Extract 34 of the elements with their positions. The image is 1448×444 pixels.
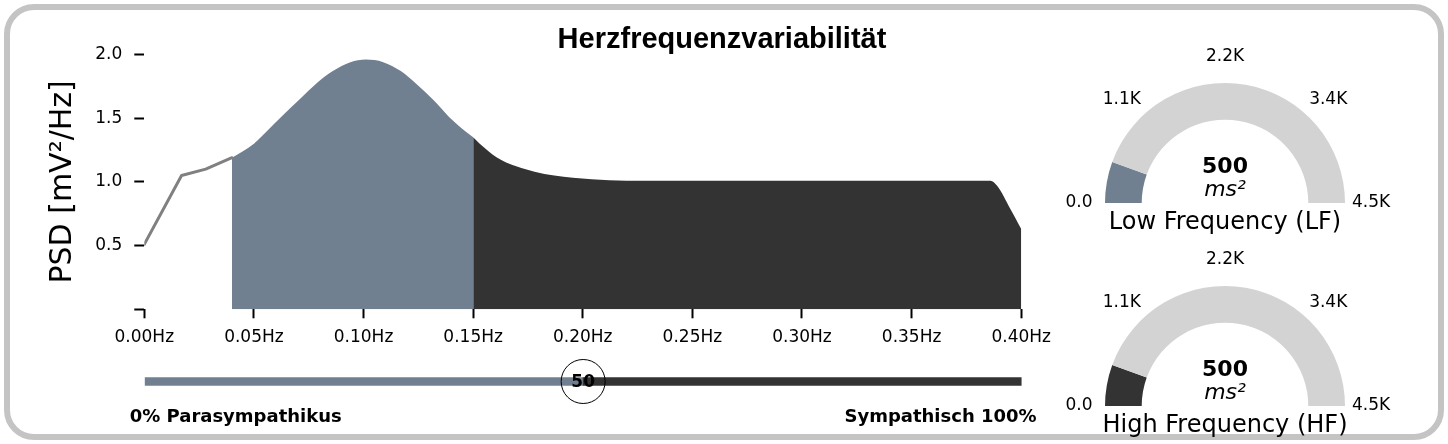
text: 500 xyxy=(1202,152,1248,178)
text: 1.1K xyxy=(1102,88,1142,109)
x-tick-label: 0.40Hz xyxy=(991,325,1052,346)
text: 0.0 xyxy=(1065,191,1093,212)
text: 3.4K xyxy=(1309,291,1349,312)
x-tick-label: 0.05Hz xyxy=(224,325,284,346)
x-tick-label: 0.35Hz xyxy=(881,325,942,346)
x-tick-label: 0.00Hz xyxy=(114,325,175,346)
text: Sympathisch 100% xyxy=(844,405,1037,427)
y-tick-label: 2.0 xyxy=(95,42,123,63)
text: 0% Parasympathikus xyxy=(129,405,342,427)
x-tick-label: 0.10Hz xyxy=(333,325,394,346)
text: ms² xyxy=(1204,379,1247,404)
x-tick-label: 0.30Hz xyxy=(772,325,832,346)
text: 3.4K xyxy=(1309,88,1349,109)
text: Low Frequency (LF) xyxy=(1108,207,1342,235)
y-tick-label: 0.5 xyxy=(95,234,123,255)
text: 2.2K xyxy=(1205,248,1245,269)
text: 4.5K xyxy=(1351,394,1391,415)
text: 1.1K xyxy=(1102,291,1142,312)
y-axis-title: PSD [mV²/Hz] xyxy=(42,80,78,284)
y-tick-label: 1.0 xyxy=(95,170,123,191)
annotation: 50 xyxy=(571,370,596,391)
text: 2.2K xyxy=(1205,45,1245,66)
chart-title: Herzfrequenzvariabilität xyxy=(557,22,887,54)
text: ms² xyxy=(1204,176,1247,201)
x-tick-label: 0.25Hz xyxy=(662,325,723,346)
text: 0.0 xyxy=(1065,394,1093,415)
x-tick-label: 0.20Hz xyxy=(552,325,613,346)
y-tick-label: 1.5 xyxy=(95,106,123,127)
text: 500 xyxy=(1202,355,1248,381)
x-tick-label: 0.15Hz xyxy=(443,325,503,346)
text: High Frequency (HF) xyxy=(1102,410,1348,438)
text: 4.5K xyxy=(1351,191,1391,212)
